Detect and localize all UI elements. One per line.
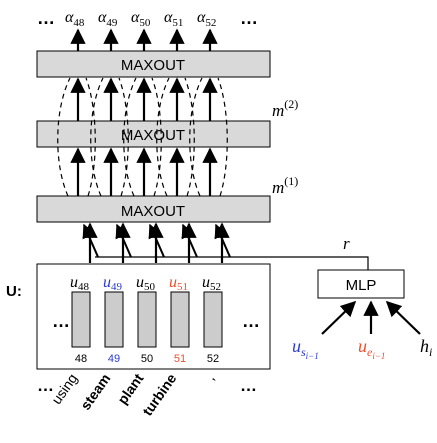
u-vector-label: u48: [70, 274, 90, 293]
mlp-input-u-s: usi−1: [292, 336, 319, 361]
skip-connection: [151, 77, 162, 197]
alpha-50-label: α50: [131, 9, 151, 29]
skip-connection: [156, 77, 170, 197]
mlp-label: MLP: [346, 277, 377, 294]
r-arrow: [148, 223, 165, 258]
skip-connection: [184, 77, 195, 197]
u-right-dots: …: [242, 311, 260, 331]
mlp-input-u-e: uei−1: [358, 336, 385, 361]
maxout-middle-label: MAXOUT: [121, 127, 185, 144]
u-vector-label: u52: [202, 274, 221, 293]
skip-connection: [217, 77, 228, 197]
alpha-labels: α48 α49 α50 α51 α52: [65, 9, 216, 29]
output-arrows: [70, 28, 218, 51]
u-vector-index: 52: [207, 353, 219, 365]
r-arrow: [82, 223, 99, 258]
bottom-to-middle-arrows: [70, 147, 218, 196]
input-word: plant: [114, 370, 146, 407]
u-vector-49: u49 49: [103, 274, 124, 365]
u-vector-cell: [137, 291, 157, 348]
skip-connection: [189, 77, 203, 197]
maxout-middle-box: [36, 120, 271, 148]
skip-connection: [123, 77, 137, 197]
mlp-box: [317, 269, 405, 299]
skip-connection: [57, 77, 71, 197]
alpha-48-label: α48: [65, 9, 85, 29]
skip-connections: [57, 77, 228, 197]
u-left-dots: …: [52, 311, 70, 331]
input-word: steam: [77, 371, 113, 413]
r-arrow: [181, 223, 198, 258]
words-left-dots: …: [37, 376, 54, 395]
r-line: [248, 256, 369, 270]
r-arrow: [115, 223, 132, 258]
output-right-ellipsis: …: [240, 8, 258, 28]
m1-label: m(1): [272, 174, 298, 197]
r-connection: [95, 256, 369, 270]
alpha-51-label: α51: [164, 9, 183, 29]
mlp-input-arrow: [321, 300, 357, 335]
maxout-top-layer: MAXOUT: [36, 50, 271, 78]
skip-connection: [118, 77, 129, 197]
skip-connection: [85, 77, 96, 197]
middle-to-top-arrows: [70, 77, 218, 121]
maxout-middle-layer: MAXOUT: [36, 120, 271, 148]
r-arrow: [214, 223, 231, 258]
u-vector-label: u49: [103, 274, 123, 293]
u-vector-cell: [104, 291, 124, 348]
mlp-inputs: usi−1 uei−1 hi: [292, 336, 432, 361]
maxout-top-box: [36, 50, 271, 78]
maxout-bottom-label: MAXOUT: [121, 203, 185, 220]
u-vector-cell: [203, 291, 223, 348]
r-label: r: [343, 234, 350, 253]
words-right-dots: …: [240, 376, 257, 395]
maxout-bottom-box: [36, 195, 271, 223]
u-vector-label: u50: [136, 274, 156, 293]
mlp-input-arrows: [321, 300, 421, 335]
u-vector-50: u50 50: [136, 274, 157, 365]
maxout-bottom-layer: MAXOUT: [36, 195, 271, 223]
u-vector-cells: u48 48 u49 49 u50 50 u51 51 u52 52: [70, 274, 223, 365]
u-vector-cell: [71, 291, 91, 348]
input-word: ,: [202, 371, 217, 383]
output-left-ellipsis: …: [37, 8, 55, 28]
alpha-52-label: α52: [197, 9, 216, 29]
maxout-top-label: MAXOUT: [121, 57, 185, 74]
u-vector-51: u51 51: [169, 274, 190, 365]
u-vector-cell: [170, 291, 190, 348]
u-vector-index: 48: [75, 353, 87, 365]
m2-label: m(2): [272, 97, 298, 120]
u-vector-index: 49: [108, 353, 120, 365]
u-label: U:: [6, 283, 22, 300]
u-vector-index: 51: [174, 353, 186, 365]
u-vector-label: u51: [169, 274, 188, 293]
skip-connection: [90, 77, 104, 197]
mlp-input-arrow: [385, 300, 421, 335]
input-word: turbine: [139, 370, 179, 418]
u-vector-index: 50: [141, 353, 153, 365]
u-vector-48: u48 48: [70, 274, 91, 365]
alpha-49-label: α49: [98, 9, 118, 29]
mlp-input-h: hi: [420, 336, 432, 359]
u-vector-52: u52 52: [202, 274, 223, 365]
r-diagonal-arrows: [82, 223, 231, 258]
